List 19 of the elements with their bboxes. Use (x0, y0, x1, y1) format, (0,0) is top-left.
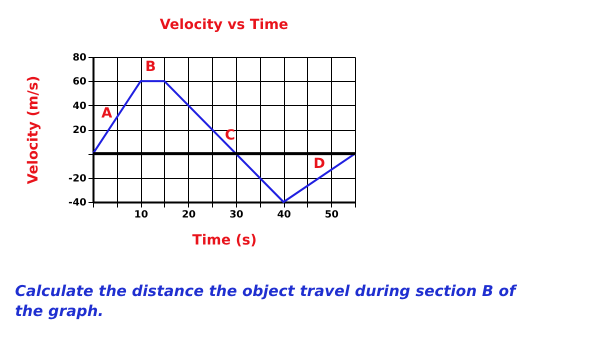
annotation: C (224, 128, 236, 144)
annotation: D (313, 156, 326, 172)
x-tick-label: 30 (229, 210, 244, 220)
y-tick-label: -40 (68, 198, 87, 208)
annotation: A (101, 105, 112, 122)
x-tick-label: 50 (324, 210, 339, 220)
x-tick-label: 40 (277, 210, 292, 220)
x-axis-title: Time (s) (192, 232, 257, 248)
chart-title: Velocity vs Time (160, 17, 288, 33)
y-tick-label: 40 (72, 100, 87, 112)
x-tick-label: 20 (182, 210, 196, 220)
annotation: B (145, 59, 156, 76)
text: Calculate the distance the object travel during section B of the graph. (15, 282, 518, 320)
y-axis-title: Velocity (m/s) (25, 76, 42, 184)
y-tick-label: 80 (72, 52, 87, 64)
y-tick-label: 20 (72, 125, 87, 136)
y-tick-label: 60 (72, 76, 87, 88)
y-tick-label: -20 (68, 173, 87, 184)
x-tick-label: 10 (134, 210, 148, 220)
